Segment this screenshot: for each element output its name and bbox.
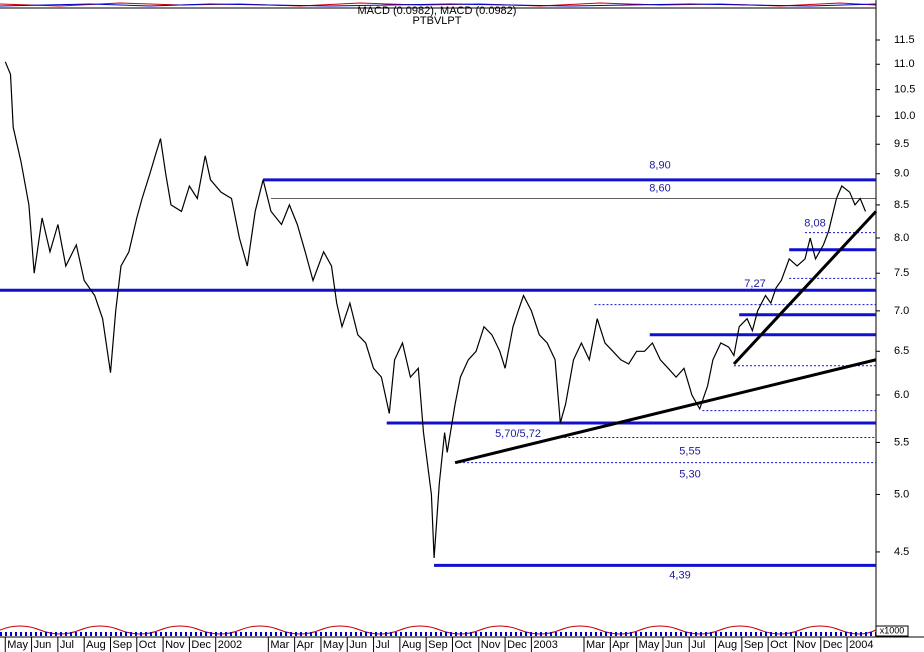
x-tick-label: 2004 [849,639,873,651]
y-tick-label: 7.5 [894,267,909,279]
x-tick-label: Oct [770,639,787,651]
x-tick-label: Jun [665,639,683,651]
level-label: 8,90 [649,160,670,172]
level-label: 8,60 [649,182,670,194]
x-tick-label: 2002 [218,639,242,651]
x-tick-label: Jun [349,639,367,651]
chart-title: MACD (0.0982), MACD (0.0982) [358,5,517,17]
y-tick-label: 11.0 [894,58,915,70]
x-tick-label: May [639,639,660,651]
x-tick-label: Nov [481,639,501,651]
y-tick-label: 6.0 [894,389,909,401]
unit-box [875,625,909,637]
y-tick-label: 6.5 [894,345,909,357]
x-tick-label: Apr [612,639,629,651]
x-tick-label: Oct [454,639,471,651]
x-tick-label: Aug [402,639,422,651]
unit-label: x1000 [880,625,905,635]
x-tick-label: 2003 [533,639,557,651]
x-tick-label: Nov [796,639,816,651]
x-tick-label: Apr [297,639,314,651]
x-tick-label: Sep [744,639,764,651]
x-tick-label: Dec [823,639,843,651]
x-tick-label: Mar [586,639,605,651]
y-tick-label: 10.5 [894,84,915,96]
x-tick-label: Sep [112,639,132,651]
x-tick-label: Jul [691,639,705,651]
x-tick-label: Jul [60,639,74,651]
x-tick-label: Jun [34,639,52,651]
x-tick-label: Dec [191,639,211,651]
y-tick-label: 8.0 [894,232,909,244]
x-tick-label: Sep [428,639,448,651]
level-label: 5,55 [679,445,700,457]
y-tick-label: 9.0 [894,168,909,180]
y-tick-label: 10.0 [894,110,915,122]
level-label: 5,70/5,72 [495,428,541,440]
y-tick-label: 4.5 [894,546,909,558]
macd-strip-top [0,2,877,9]
x-tick-label: Oct [139,639,156,651]
level-label: 7,27 [744,278,765,290]
level-label: 5,30 [679,469,700,481]
x-tick-label: Aug [86,639,106,651]
y-tick-label: 11.5 [894,34,915,46]
level-label: 4,39 [669,569,690,581]
price-line [4,61,867,559]
x-tick-label: Jul [376,639,390,651]
y-tick-label: 9.5 [894,138,909,150]
x-tick-label: May [323,639,344,651]
x-tick-label: Nov [165,639,185,651]
trend-line [732,210,878,366]
chart-subtitle: PTBVLPT [413,15,462,27]
x-tick-label: May [7,639,28,651]
macd-strip-bottom [0,625,877,636]
level-label: 8,08 [804,217,825,229]
y-tick-label: 5.5 [894,436,909,448]
y-tick-label: 8.5 [894,199,909,211]
y-tick-label: 5.0 [894,488,909,500]
x-tick-label: Mar [270,639,289,651]
trend-line [454,358,877,465]
x-tick-label: Dec [507,639,527,651]
y-tick-label: 7.0 [894,305,909,317]
x-tick-label: Aug [718,639,738,651]
